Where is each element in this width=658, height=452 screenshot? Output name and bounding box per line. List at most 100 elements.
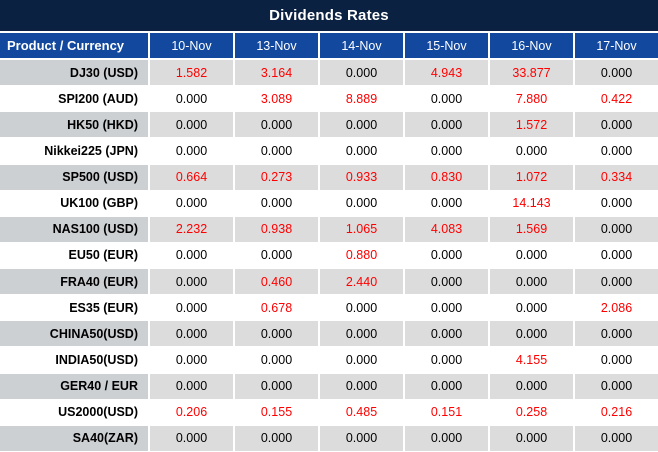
value-cell: 0.000 xyxy=(488,373,573,400)
value-cell: 14.143 xyxy=(488,190,573,217)
value-cell: 0.000 xyxy=(573,242,658,270)
value-cell: 0.000 xyxy=(403,373,488,400)
product-cell: GER40 / EUR xyxy=(0,373,148,400)
value-cell: 0.938 xyxy=(233,216,318,243)
value-cell: 1.065 xyxy=(318,216,403,243)
value-cell: 3.164 xyxy=(233,60,318,87)
value-cell: 0.000 xyxy=(148,269,233,296)
value-cell: 0.000 xyxy=(403,112,488,139)
value-cell: 0.000 xyxy=(318,295,403,322)
product-cell: ES35 (EUR) xyxy=(0,295,148,322)
column-header-date-6: 17-Nov xyxy=(573,33,658,60)
value-cell: 0.000 xyxy=(318,373,403,400)
value-cell: 0.000 xyxy=(318,190,403,217)
value-cell: 0.000 xyxy=(233,242,318,270)
column-header-date-5: 16-Nov xyxy=(488,33,573,60)
product-cell: FRA40 (EUR) xyxy=(0,269,148,296)
value-cell: 0.000 xyxy=(573,321,658,348)
value-cell: 0.000 xyxy=(573,347,658,374)
value-cell: 0.000 xyxy=(488,321,573,348)
value-cell: 1.582 xyxy=(148,60,233,87)
product-cell: NAS100 (USD) xyxy=(0,216,148,243)
value-cell: 0.000 xyxy=(233,373,318,400)
value-cell: 0.000 xyxy=(148,347,233,374)
value-cell: 0.000 xyxy=(573,216,658,243)
value-cell: 0.000 xyxy=(318,321,403,348)
value-cell: 0.000 xyxy=(488,269,573,296)
product-cell: SA40(ZAR) xyxy=(0,425,148,452)
value-cell: 0.000 xyxy=(148,138,233,165)
product-cell: CHINA50(USD) xyxy=(0,321,148,348)
value-cell: 0.000 xyxy=(488,425,573,452)
value-cell: 4.943 xyxy=(403,60,488,87)
value-cell: 0.206 xyxy=(148,399,233,426)
value-cell: 0.830 xyxy=(403,164,488,191)
value-cell: 33.877 xyxy=(488,60,573,87)
value-cell: 0.000 xyxy=(233,321,318,348)
value-cell: 0.258 xyxy=(488,399,573,426)
value-cell: 0.000 xyxy=(573,425,658,452)
value-cell: 3.089 xyxy=(233,86,318,113)
product-cell: Nikkei225 (JPN) xyxy=(0,138,148,165)
value-cell: 0.000 xyxy=(403,242,488,270)
column-header-date-1: 10-Nov xyxy=(148,33,233,60)
value-cell: 0.000 xyxy=(403,269,488,296)
value-cell: 0.000 xyxy=(573,60,658,87)
value-cell: 0.000 xyxy=(318,425,403,452)
product-cell: EU50 (EUR) xyxy=(0,242,148,270)
value-cell: 0.000 xyxy=(233,138,318,165)
table-title: Dividends Rates xyxy=(0,0,658,33)
value-cell: 0.000 xyxy=(148,86,233,113)
value-cell: 0.485 xyxy=(318,399,403,426)
value-cell: 0.000 xyxy=(403,295,488,322)
value-cell: 0.000 xyxy=(148,295,233,322)
value-cell: 0.664 xyxy=(148,164,233,191)
value-cell: 1.569 xyxy=(488,216,573,243)
value-cell: 4.083 xyxy=(403,216,488,243)
value-cell: 0.000 xyxy=(148,321,233,348)
product-cell: HK50 (HKD) xyxy=(0,112,148,139)
value-cell: 0.273 xyxy=(233,164,318,191)
value-cell: 2.440 xyxy=(318,269,403,296)
value-cell: 0.000 xyxy=(148,373,233,400)
product-cell: SP500 (USD) xyxy=(0,164,148,191)
value-cell: 0.000 xyxy=(148,112,233,139)
value-cell: 0.000 xyxy=(233,190,318,217)
value-cell: 7.880 xyxy=(488,86,573,113)
value-cell: 0.460 xyxy=(233,269,318,296)
product-cell: DJ30 (USD) xyxy=(0,60,148,87)
product-cell: SPI200 (AUD) xyxy=(0,86,148,113)
value-cell: 0.880 xyxy=(318,242,403,270)
value-cell: 0.151 xyxy=(403,399,488,426)
value-cell: 0.000 xyxy=(573,138,658,165)
value-cell: 2.086 xyxy=(573,295,658,322)
value-cell: 0.000 xyxy=(148,190,233,217)
value-cell: 0.000 xyxy=(233,112,318,139)
value-cell: 0.000 xyxy=(233,425,318,452)
product-cell: US2000(USD) xyxy=(0,399,148,426)
value-cell: 0.000 xyxy=(573,269,658,296)
value-cell: 0.000 xyxy=(573,112,658,139)
value-cell: 0.000 xyxy=(318,112,403,139)
value-cell: 0.000 xyxy=(233,347,318,374)
value-cell: 0.000 xyxy=(403,425,488,452)
value-cell: 0.422 xyxy=(573,86,658,113)
value-cell: 0.000 xyxy=(318,60,403,87)
product-cell: UK100 (GBP) xyxy=(0,190,148,217)
value-cell: 0.000 xyxy=(403,321,488,348)
value-cell: 1.072 xyxy=(488,164,573,191)
value-cell: 0.000 xyxy=(488,138,573,165)
value-cell: 0.334 xyxy=(573,164,658,191)
value-cell: 0.000 xyxy=(403,347,488,374)
value-cell: 4.155 xyxy=(488,347,573,374)
column-header-date-2: 13-Nov xyxy=(233,33,318,60)
value-cell: 0.000 xyxy=(403,190,488,217)
value-cell: 0.000 xyxy=(403,86,488,113)
value-cell: 0.000 xyxy=(318,138,403,165)
value-cell: 1.572 xyxy=(488,112,573,139)
value-cell: 0.000 xyxy=(403,138,488,165)
value-cell: 0.000 xyxy=(318,347,403,374)
dividends-table: Product / Currency 10-Nov 13-Nov 14-Nov … xyxy=(0,33,658,452)
value-cell: 0.216 xyxy=(573,399,658,426)
